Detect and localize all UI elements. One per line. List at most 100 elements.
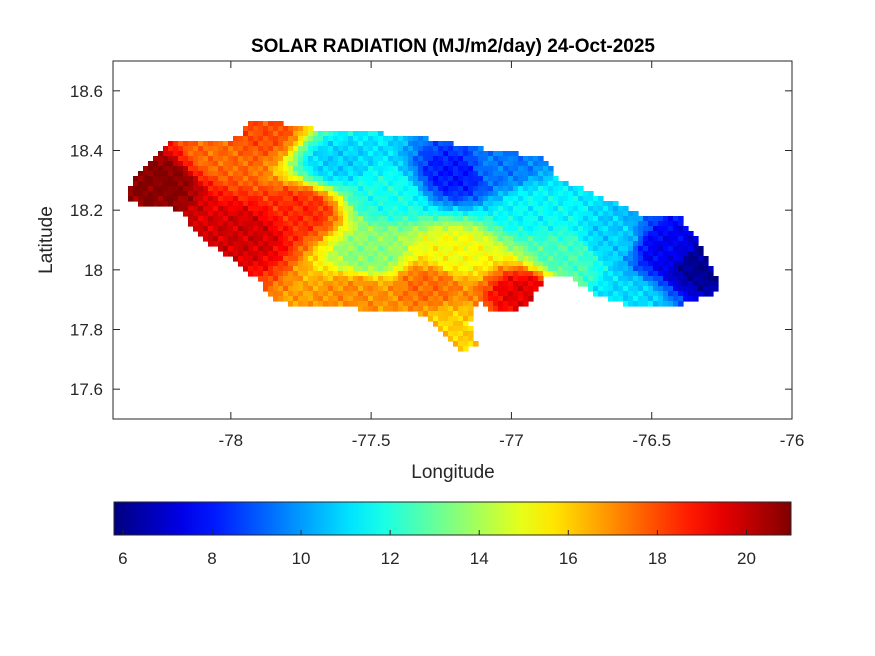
heatmap-cell: [443, 281, 449, 287]
heatmap-cell: [403, 141, 409, 147]
heatmap-cell: [288, 256, 294, 262]
heatmap-cell: [658, 221, 664, 227]
heatmap-cell: [598, 226, 604, 232]
heatmap-cell: [343, 291, 349, 297]
heatmap-cell: [598, 266, 604, 272]
heatmap-cell: [413, 236, 419, 242]
heatmap-cell: [383, 281, 389, 287]
heatmap-cell: [183, 181, 189, 187]
heatmap-cell: [473, 291, 479, 297]
heatmap-cell: [673, 286, 679, 292]
heatmap-cell: [378, 146, 384, 152]
heatmap-cell: [533, 181, 539, 187]
heatmap-cell: [328, 296, 334, 302]
heatmap-cell: [513, 241, 519, 247]
heatmap-cell: [318, 181, 324, 187]
heatmap-cell: [378, 256, 384, 262]
heatmap-cell: [423, 266, 429, 272]
heatmap-cell: [313, 166, 319, 172]
heatmap-cell: [478, 281, 484, 287]
heatmap-cell: [373, 181, 379, 187]
heatmap-cell: [508, 306, 514, 312]
heatmap-cell: [343, 196, 349, 202]
heatmap-cell: [203, 206, 209, 212]
heatmap-cell: [608, 206, 614, 212]
heatmap-cell: [608, 276, 614, 282]
heatmap-cell: [398, 171, 404, 177]
heatmap-cell: [443, 186, 449, 192]
heatmap-cell: [193, 146, 199, 152]
heatmap-cell: [513, 206, 519, 212]
heatmap-cell: [528, 201, 534, 207]
heatmap-cell: [323, 291, 329, 297]
heatmap-cell: [248, 141, 254, 147]
heatmap-cell: [473, 161, 479, 167]
heatmap-cell: [483, 181, 489, 187]
heatmap-cell: [363, 301, 369, 307]
heatmap-cell: [383, 291, 389, 297]
heatmap-cell: [398, 271, 404, 277]
heatmap-cell: [368, 201, 374, 207]
heatmap-cell: [393, 236, 399, 242]
heatmap-cell: [678, 296, 684, 302]
heatmap-cell: [158, 156, 164, 162]
heatmap-cell: [438, 256, 444, 262]
heatmap-cell: [268, 236, 274, 242]
colorbar-tick-label: 16: [559, 549, 578, 568]
heatmap-cell: [578, 206, 584, 212]
heatmap-cell: [398, 151, 404, 157]
heatmap-cell: [518, 206, 524, 212]
heatmap-cell: [438, 216, 444, 222]
heatmap-cell: [678, 286, 684, 292]
heatmap-cell: [678, 251, 684, 257]
heatmap-cell: [623, 226, 629, 232]
heatmap-cell: [503, 236, 509, 242]
heatmap-cell: [403, 156, 409, 162]
heatmap-cell: [588, 236, 594, 242]
heatmap-cell: [378, 221, 384, 227]
heatmap-cell: [263, 141, 269, 147]
heatmap-cell: [198, 146, 204, 152]
heatmap-cell: [218, 171, 224, 177]
heatmap-cell: [558, 201, 564, 207]
heatmap-cell: [368, 221, 374, 227]
heatmap-cell: [453, 256, 459, 262]
heatmap-cell: [403, 261, 409, 267]
heatmap-cell: [453, 336, 459, 342]
heatmap-cell: [478, 196, 484, 202]
heatmap-cell: [393, 151, 399, 157]
heatmap-cell: [328, 151, 334, 157]
heatmap-cell: [678, 271, 684, 277]
heatmap-cell: [368, 276, 374, 282]
heatmap-cell: [303, 266, 309, 272]
heatmap-cell: [363, 166, 369, 172]
heatmap-cell: [258, 156, 264, 162]
heatmap-cell: [448, 321, 454, 327]
heatmap-cell: [333, 131, 339, 137]
heatmap-cell: [463, 181, 469, 187]
heatmap-cell: [673, 236, 679, 242]
heatmap-cell: [293, 151, 299, 157]
heatmap-cell: [408, 256, 414, 262]
heatmap-cell: [628, 216, 634, 222]
heatmap-cell: [443, 171, 449, 177]
heatmap-cell: [448, 141, 454, 147]
heatmap-cell: [438, 326, 444, 332]
heatmap-cell: [363, 296, 369, 302]
heatmap-cell: [558, 196, 564, 202]
heatmap-cell: [178, 191, 184, 197]
heatmap-cell: [313, 191, 319, 197]
heatmap-cell: [553, 181, 559, 187]
heatmap-cell: [353, 196, 359, 202]
heatmap-cell: [248, 151, 254, 157]
heatmap-cell: [323, 201, 329, 207]
heatmap-cell: [428, 251, 434, 257]
heatmap-cell: [528, 166, 534, 172]
heatmap-cell: [213, 161, 219, 167]
heatmap-cell: [223, 226, 229, 232]
heatmap-cell: [293, 291, 299, 297]
heatmap-cell: [503, 251, 509, 257]
heatmap-cell: [508, 206, 514, 212]
heatmap-cell: [528, 291, 534, 297]
heatmap-cell: [183, 151, 189, 157]
